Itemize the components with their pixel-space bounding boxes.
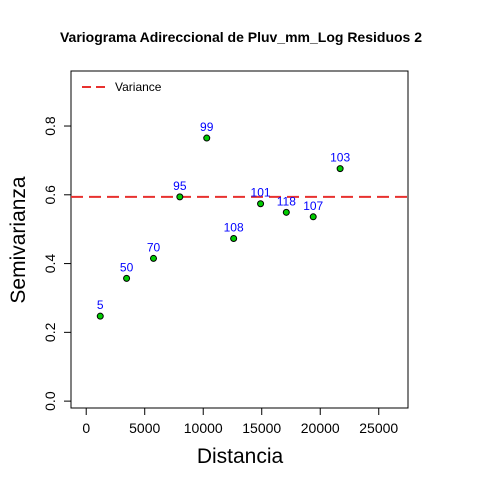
- y-tick-label: 0.2: [42, 322, 58, 342]
- x-axis-title: Distancia: [197, 445, 284, 468]
- legend-variance-label: Variance: [115, 80, 162, 94]
- x-tick-label: 25000: [359, 420, 398, 436]
- y-axis-title: Semivarianza: [7, 176, 30, 304]
- data-point-label: 5: [97, 298, 104, 312]
- chart-title: Variograma Adireccional de Pluv_mm_Log R…: [60, 29, 422, 45]
- data-point: [149, 254, 157, 262]
- x-tick-label: 5000: [129, 420, 160, 436]
- y-axis: 0.0 0.2 0.4 0.6 0.8: [42, 116, 72, 411]
- x-tick-label: 20000: [301, 420, 340, 436]
- data-point-label: 108: [224, 220, 244, 234]
- data-point: [176, 193, 184, 201]
- data-point-label: 70: [147, 240, 161, 254]
- x-tick-label: 0: [82, 420, 90, 436]
- x-axis: 0 5000 10000 15000 20000 25000: [82, 407, 398, 436]
- data-point-label: 99: [200, 120, 214, 134]
- data-point: [203, 134, 211, 142]
- plot-frame: [70, 70, 409, 409]
- legend: Variance: [82, 80, 162, 94]
- y-tick-label: 0.8: [42, 116, 58, 136]
- data-point-label: 103: [330, 151, 350, 165]
- data-point: [257, 200, 265, 208]
- y-tick-label: 0.6: [42, 185, 58, 205]
- data-point: [282, 208, 290, 216]
- x-tick-label: 10000: [184, 420, 223, 436]
- data-point-label: 101: [251, 186, 271, 200]
- y-tick-label: 0.4: [42, 254, 58, 274]
- data-point: [230, 234, 238, 242]
- data-point: [96, 312, 104, 320]
- data-points-layer: 5 50 70 95 99 108 101 118 107 103: [96, 120, 350, 320]
- data-point: [123, 274, 131, 282]
- data-point: [309, 213, 317, 221]
- x-tick-label: 15000: [242, 420, 281, 436]
- data-point-label: 50: [120, 260, 134, 274]
- data-point-label: 107: [303, 199, 323, 213]
- data-point-label: 118: [277, 194, 296, 208]
- y-tick-label: 0.0: [42, 391, 58, 411]
- data-point: [336, 165, 344, 173]
- data-point-label: 95: [173, 179, 187, 193]
